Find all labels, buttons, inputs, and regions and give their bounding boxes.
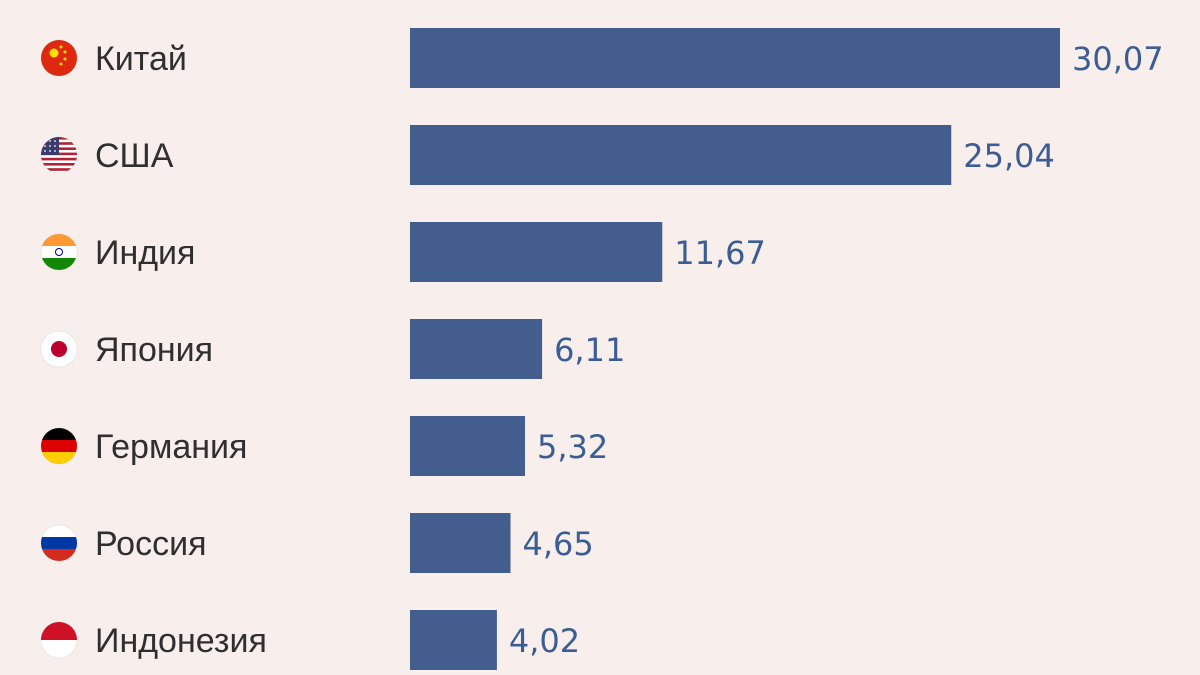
bar-row: Индонезия 4,02: [40, 610, 580, 670]
bar-row: США 25,04: [40, 125, 1055, 185]
value-label: 4,02: [509, 622, 580, 660]
country-label: США: [95, 137, 174, 175]
bar: [410, 513, 511, 573]
country-label: Россия: [95, 525, 207, 563]
chart-rows: Китай 30,07 США 25,04 Индия 11,67 Япония 6,11 Ге…: [40, 28, 1164, 670]
value-label: 30,07: [1072, 40, 1164, 78]
bar: [410, 319, 543, 379]
india-flag-icon: [41, 234, 77, 270]
indonesia-flag-icon: [41, 622, 77, 658]
china-flag-icon: [41, 40, 77, 76]
bar-row: Япония 6,11: [40, 319, 625, 379]
bar: [410, 222, 663, 282]
country-label: Германия: [95, 428, 247, 466]
bar: [410, 610, 497, 670]
germany-flag-icon: [41, 428, 77, 464]
value-label: 4,65: [523, 525, 594, 563]
value-label: 6,11: [554, 331, 625, 369]
bar: [410, 416, 525, 476]
value-label: 11,67: [674, 234, 766, 272]
bar: [410, 28, 1060, 88]
country-label: Китай: [95, 40, 187, 78]
japan-flag-icon: [41, 331, 77, 367]
usa-flag-icon: [41, 137, 77, 173]
country-label: Япония: [95, 331, 213, 369]
russia-flag-icon: [41, 525, 77, 561]
value-label: 25,04: [963, 137, 1055, 175]
bar-row: Индия 11,67: [40, 222, 766, 282]
value-label: 5,32: [537, 428, 608, 466]
country-label: Индонезия: [95, 622, 267, 660]
bar-row: Германия 5,32: [40, 416, 608, 476]
bar: [410, 125, 952, 185]
bar-row: Россия 4,65: [40, 513, 594, 573]
bar-row: Китай 30,07: [40, 28, 1164, 88]
country-label: Индия: [95, 234, 195, 272]
